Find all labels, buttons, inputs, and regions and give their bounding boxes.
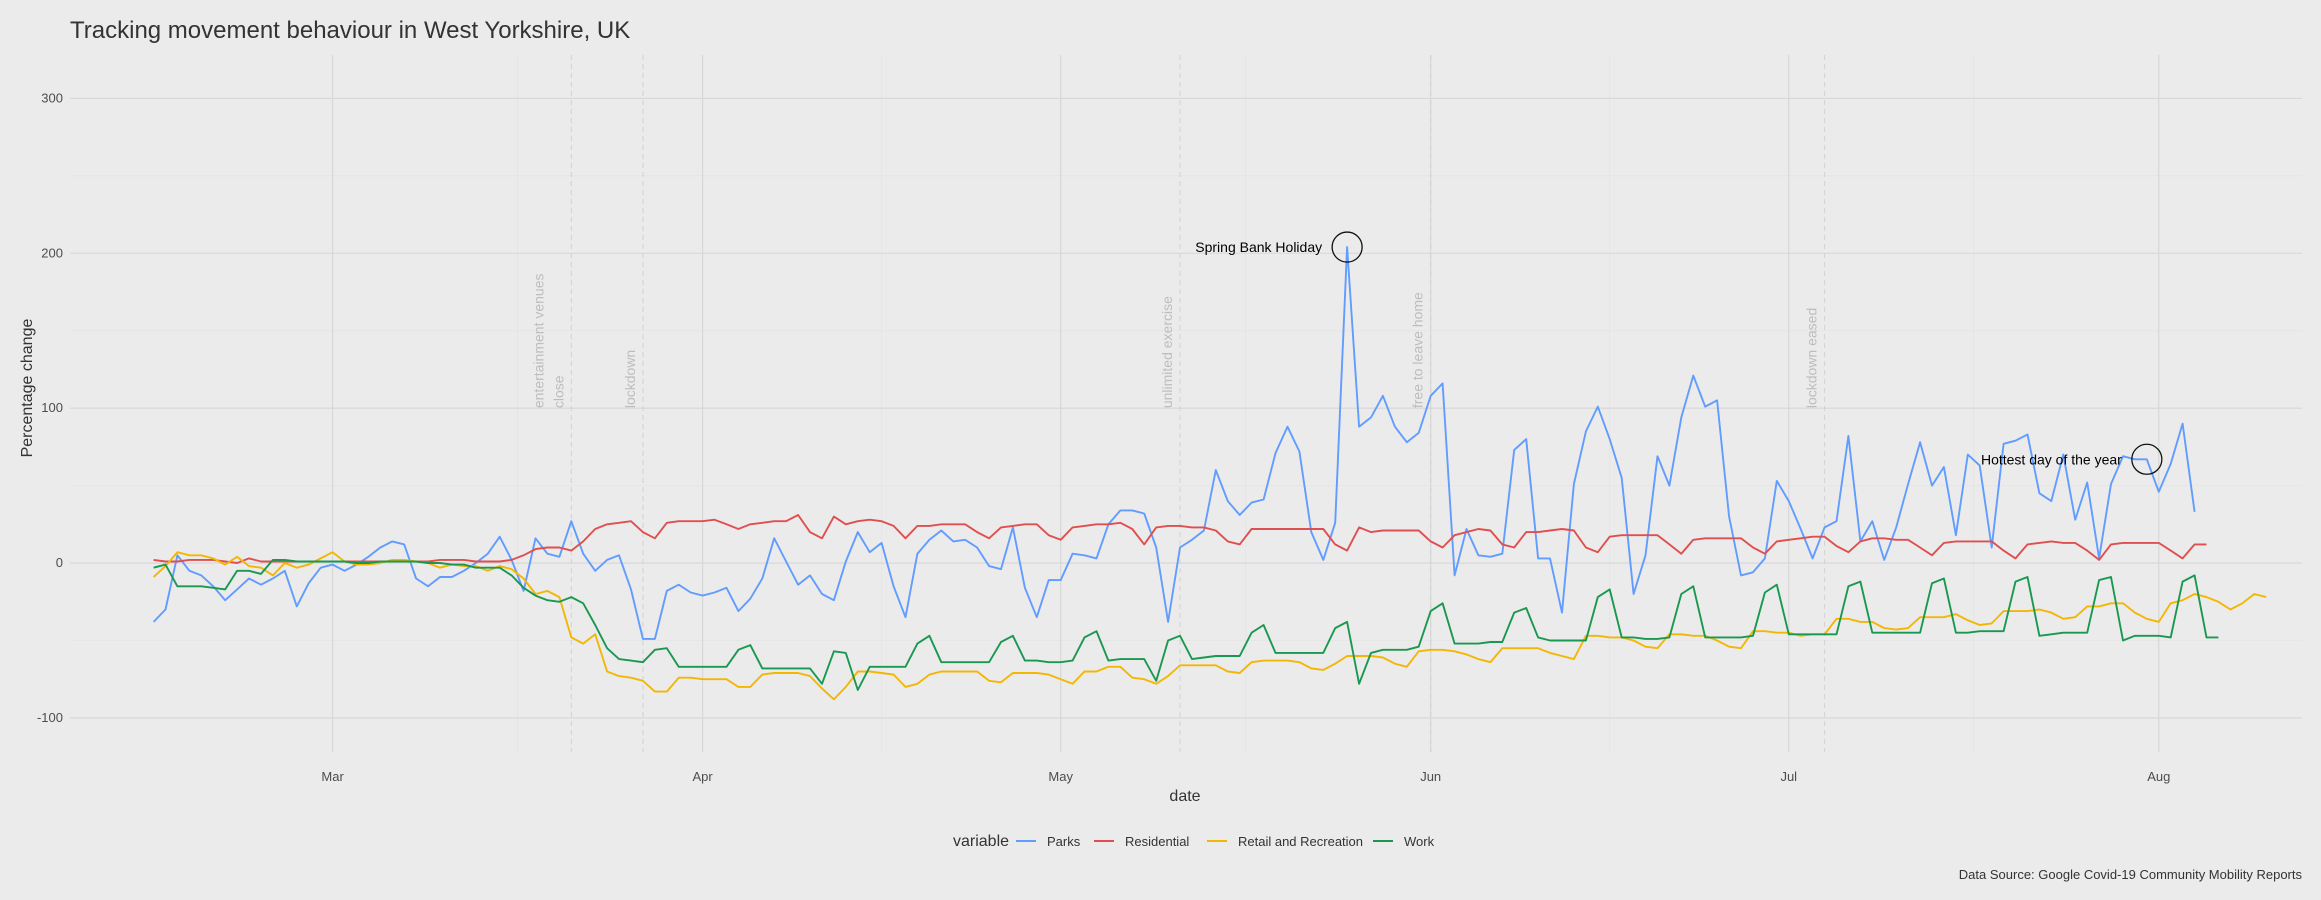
event-label: lockdown eased: [1804, 308, 1820, 408]
series-line-parks: [152, 246, 2196, 640]
annotation-circle: [2131, 443, 2163, 475]
legend-title: variable: [953, 833, 1009, 850]
event-markers: entertainment venues close lockdown unlimit…: [530, 55, 1826, 752]
grid: [70, 55, 2302, 752]
series-lines: [152, 246, 2267, 701]
series-line-work: [153, 558, 2219, 691]
y-tick-label: 300: [41, 90, 63, 105]
event-label: free to leave home: [1410, 292, 1426, 408]
x-tick-label: Aug: [2147, 769, 2170, 784]
legend-label: Retail and Recreation: [1238, 834, 1363, 849]
series-line-residential: [153, 514, 2207, 564]
y-tick-label: 200: [41, 245, 63, 260]
y-axis-title: Percentage change: [19, 319, 36, 458]
y-tick-label: -100: [37, 710, 63, 725]
x-tick-label: May: [1048, 769, 1073, 784]
event-label: lockdown: [622, 350, 638, 408]
x-tick-label: Jun: [1420, 769, 1441, 784]
annotations: Spring Bank Holiday Hottest day of the ye…: [1195, 231, 2163, 475]
legend: variable Parks Residential Retail and Recr…: [953, 833, 1435, 850]
x-tick-label: Jul: [1780, 769, 1797, 784]
annotation-label: Hottest day of the year: [1981, 451, 2122, 467]
legend-label: Residential: [1125, 834, 1189, 849]
event-label: unlimited exercise: [1159, 296, 1175, 408]
event-label: close: [550, 375, 566, 408]
x-tick-label: Apr: [692, 769, 713, 784]
chart-title: Tracking movement behaviour in West York…: [70, 17, 630, 44]
series-line-retail-and-recreation: [152, 551, 2267, 701]
x-axis-title: date: [1169, 788, 1200, 805]
annotation-label: Spring Bank Holiday: [1195, 239, 1322, 255]
legend-label: Parks: [1047, 834, 1081, 849]
data-source-caption: Data Source: Google Covid-19 Community M…: [1959, 867, 2303, 882]
x-axis: Mar Apr May Jun Jul Aug: [321, 769, 2170, 784]
x-tick-label: Mar: [321, 769, 344, 784]
event-label: entertainment venues: [530, 274, 546, 409]
y-axis: 300 200 100 0 -100: [37, 90, 63, 725]
legend-label: Work: [1404, 834, 1435, 849]
y-tick-label: 0: [56, 555, 63, 570]
annotation-circle: [1331, 231, 1363, 263]
y-tick-label: 100: [41, 400, 63, 415]
